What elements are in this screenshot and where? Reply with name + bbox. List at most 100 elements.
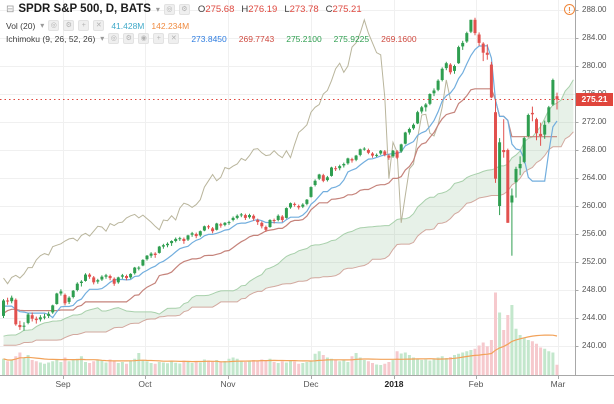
settings-icon[interactable]: ⚙ — [63, 20, 75, 31]
volume-bar — [416, 358, 420, 375]
eye-icon[interactable]: ◎ — [163, 3, 175, 15]
candle-body — [325, 177, 329, 181]
volume-bar — [264, 360, 268, 375]
settings-icon[interactable]: ⚙ — [178, 3, 190, 15]
delayed-data-icon[interactable]: ! — [564, 4, 575, 15]
chevron-down-icon[interactable]: ▾ — [155, 4, 160, 14]
time-axis-label: Oct — [138, 379, 152, 389]
candle-body — [420, 107, 424, 112]
price-axis-label: 288.00 — [582, 5, 607, 14]
volume-bar — [215, 360, 219, 375]
candle-body — [387, 155, 391, 158]
collapse-icon[interactable]: ⊟ — [6, 3, 15, 15]
add-icon[interactable]: + — [153, 33, 165, 44]
volume-bar — [145, 361, 149, 375]
candle-body — [428, 94, 432, 104]
time-axis-label: 2018 — [384, 379, 404, 389]
candle-body — [530, 112, 534, 115]
candle-body — [543, 124, 547, 135]
candle-body — [149, 253, 153, 256]
volume-bar — [547, 351, 551, 375]
symbol-title[interactable]: SPDR S&P 500, D, BATS — [18, 3, 151, 15]
chevron-down-icon[interactable]: ▾ — [40, 21, 45, 30]
volume-bar — [182, 360, 186, 375]
volume-bar — [129, 360, 133, 375]
candle-body — [412, 124, 415, 129]
candle-body — [502, 150, 506, 153]
close-value: 275.21 — [332, 3, 362, 15]
ichimoku-indicator-label[interactable]: Ichimoku (9, 26, 52, 26) — [6, 33, 96, 44]
candle-body — [227, 222, 231, 224]
volume-bar — [211, 361, 215, 375]
price-axis[interactable]: 288.00284.00280.00276.00272.00268.00264.… — [576, 0, 614, 375]
volume-bar — [153, 363, 157, 375]
candle-body — [26, 314, 30, 323]
volume-bar — [530, 341, 534, 375]
volume-bar — [10, 360, 14, 375]
low-value: 273.78 — [289, 3, 319, 15]
price-axis-label: 260.00 — [582, 201, 607, 210]
close-label: C — [325, 3, 333, 15]
settings-icon[interactable]: ⚙ — [123, 33, 135, 44]
volume-bar — [47, 362, 51, 375]
price-axis-label: 256.00 — [582, 229, 607, 238]
ichimoku-base-value: 269.7743 — [238, 33, 275, 44]
candle-body — [104, 275, 108, 277]
candle-body — [440, 68, 444, 80]
volume-bar — [125, 363, 128, 375]
source-icon[interactable]: ◉ — [138, 33, 150, 44]
high-value: 276.19 — [248, 3, 278, 15]
volume-bar — [440, 356, 444, 375]
volume-bar — [248, 361, 251, 375]
volume-bar — [198, 362, 202, 375]
eye-icon[interactable]: ◎ — [48, 20, 60, 31]
close-icon[interactable]: ✕ — [168, 33, 180, 44]
candle-body — [535, 119, 538, 134]
candle-body — [75, 283, 79, 290]
volume-bar — [75, 358, 79, 375]
volume-bar — [366, 361, 370, 375]
time-axis-label: Mar — [550, 379, 566, 389]
volume-bar — [453, 355, 456, 375]
candle-body — [239, 214, 243, 216]
volume-bar — [96, 360, 100, 375]
candle-body — [489, 64, 493, 98]
candle-body — [145, 255, 149, 260]
candle-body — [334, 168, 338, 170]
volume-bar — [342, 360, 346, 375]
candle-body — [223, 222, 227, 225]
candle-body — [514, 168, 518, 183]
volume-bar — [43, 363, 46, 375]
volume-bar — [485, 346, 489, 375]
time-axis[interactable]: Sep Oct Nov Dec 2018 Feb Mar — [0, 375, 614, 404]
candle-body — [108, 276, 112, 279]
volume-bar — [465, 351, 469, 375]
ichimoku-legend[interactable]: Ichimoku (9, 26, 52, 26) ▾ ◎ ⚙ ◉ + ✕ 273… — [6, 33, 417, 44]
chevron-down-icon[interactable]: ▾ — [100, 34, 105, 43]
volume-bar — [362, 360, 366, 375]
volume-bar — [14, 356, 18, 375]
volume-bar — [334, 360, 338, 375]
add-icon[interactable]: + — [78, 20, 90, 31]
candle-body — [383, 151, 387, 155]
price-axis-label: 252.00 — [582, 257, 607, 266]
candle-body — [137, 267, 141, 269]
candle-body — [362, 148, 366, 150]
candle-body — [268, 220, 272, 227]
volume-indicator-label[interactable]: Vol (20) — [6, 20, 36, 31]
volume-bar — [489, 340, 493, 375]
eye-icon[interactable]: ◎ — [108, 33, 120, 44]
volume-legend[interactable]: Vol (20) ▾ ◎ ⚙ + ✕ 41.428M 142.234M — [6, 20, 189, 31]
candle-body — [170, 241, 174, 244]
close-icon[interactable]: ✕ — [93, 20, 105, 31]
volume-bar — [477, 345, 481, 375]
volume-bar — [424, 359, 428, 375]
candle-body — [30, 315, 34, 319]
symbol-legend[interactable]: ⊟ SPDR S&P 500, D, BATS ▾ ◎ ⚙ O275.68 H2… — [6, 3, 362, 15]
candle-body — [211, 228, 215, 232]
volume-ma-value: 142.234M — [151, 20, 190, 31]
candle-body — [506, 150, 510, 223]
candle-body — [38, 317, 42, 320]
candle-body — [96, 280, 100, 282]
